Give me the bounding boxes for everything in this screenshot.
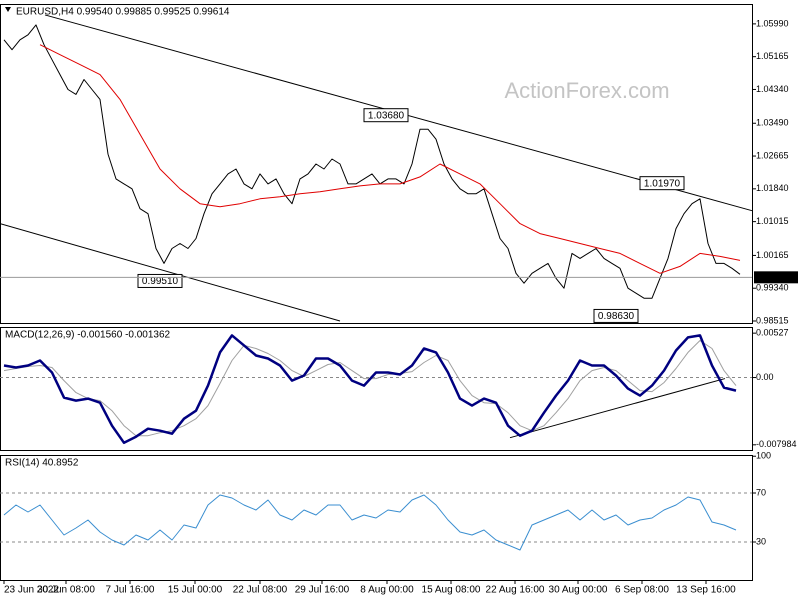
y-tick-label: 1.03490 <box>756 118 789 128</box>
x-tick-label: 6 Sep 08:00 <box>615 585 669 596</box>
series-line <box>3 494 737 551</box>
x-tick-label: 8 Aug 00:00 <box>360 585 414 596</box>
panel-title: RSI(14) 40.8952 <box>5 458 79 469</box>
x-tick-label: 22 Jul 08:00 <box>233 585 288 596</box>
y-tick-label: 70 <box>756 487 766 497</box>
panel <box>0 327 753 451</box>
series-line <box>3 334 737 445</box>
price-label-box <box>639 176 685 191</box>
y-tick-label: 1.05165 <box>756 51 789 61</box>
y-tick-label: 1.01840 <box>756 183 789 193</box>
trendline <box>0 223 341 322</box>
x-tick-label: 23 Jun 2022 <box>4 585 59 596</box>
x-tick-label: 15 Jul 00:00 <box>168 585 223 596</box>
x-tick-label: 13 Sep 16:00 <box>676 585 736 596</box>
panel <box>0 4 753 324</box>
watermark: ActionForex.com <box>504 78 669 103</box>
y-tick-label: 1.00165 <box>756 250 789 260</box>
y-tick-label: 0.99340 <box>756 283 789 293</box>
price-label-box <box>593 308 639 323</box>
symbol-icon <box>5 7 11 12</box>
trendline <box>509 378 726 439</box>
y-tick-label: 0.00 <box>756 372 774 382</box>
y-tick-label: 1.01015 <box>756 216 789 226</box>
price-label: 1.01970 <box>644 178 681 189</box>
price-label-box <box>363 108 409 123</box>
x-tick-label: 30 Jun 08:00 <box>37 585 95 596</box>
panel-title: MACD(12,26,9) -0.001560 -0.001362 <box>5 330 171 341</box>
y-tick-label: 1.05990 <box>756 18 789 28</box>
y-tick-label: 1.04340 <box>756 84 789 94</box>
x-tick-label: 29 Jul 16:00 <box>295 585 350 596</box>
y-tick-label: 100 <box>756 451 771 461</box>
y-tick-label: 0.98515 <box>756 315 789 325</box>
y-tick-label: 1.02665 <box>756 150 789 160</box>
y-tick-label: 30 <box>756 536 766 546</box>
panel-title: EURUSD,H4 0.99540 0.99885 0.99525 0.9961… <box>16 7 230 18</box>
x-tick-label: 7 Jul 16:00 <box>106 585 155 596</box>
x-tick-label: 15 Aug 08:00 <box>422 585 481 596</box>
last-price-label: 0.99614 <box>757 272 790 282</box>
series-line <box>3 24 741 299</box>
price-label: 1.03680 <box>368 110 405 121</box>
series-line <box>39 44 741 274</box>
y-tick-label: -0.007984 <box>756 439 797 449</box>
last-price-box <box>754 271 798 284</box>
price-label: 0.98630 <box>598 311 635 322</box>
x-tick-label: 22 Aug 16:00 <box>486 585 545 596</box>
y-tick-label: 0.00527 <box>756 328 789 338</box>
price-label: 0.99510 <box>142 276 179 287</box>
panel <box>0 455 753 581</box>
x-tick-label: 30 Aug 00:00 <box>549 585 608 596</box>
